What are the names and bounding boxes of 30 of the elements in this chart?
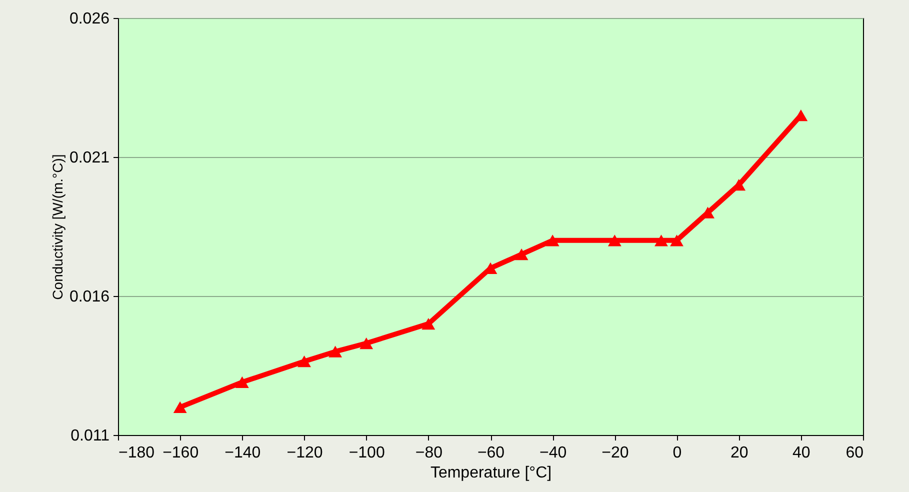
point: [654, 234, 668, 246]
x-tick-label: −60: [477, 444, 505, 462]
y-tick-label: 0.016: [69, 288, 110, 306]
point: [328, 346, 342, 358]
point: [422, 318, 436, 330]
point: [173, 401, 187, 414]
x-tick-label: −80: [415, 444, 443, 462]
point: [608, 234, 622, 246]
x-tick-label: −120: [286, 444, 323, 462]
point: [235, 376, 249, 388]
x-tick-label: 0: [672, 444, 682, 462]
x-tick-label: 20: [730, 444, 748, 462]
x-tick-label: −100: [348, 444, 385, 462]
x-tick-label: −140: [224, 444, 261, 462]
y-tick-label: 0.026: [69, 10, 110, 28]
point: [360, 337, 374, 350]
x-axis-title: Temperature [°C]: [430, 464, 552, 482]
x-tick-label: −40: [540, 444, 567, 462]
y-tick-label: 0.021: [69, 150, 110, 166]
x-tick-label: −160: [162, 444, 199, 462]
x-tick-label: −180: [118, 444, 155, 462]
x-tick-label: −20: [602, 444, 629, 462]
point: [670, 234, 684, 246]
y-axis-title: Conductivity [W/(m.°C)]: [49, 154, 66, 300]
x-tick-label: 40: [792, 444, 810, 462]
point: [298, 356, 311, 368]
x-tick-label: 60: [846, 444, 864, 462]
y-tick-label: 0.011: [70, 428, 110, 444]
point: [546, 234, 560, 246]
point: [514, 248, 528, 260]
